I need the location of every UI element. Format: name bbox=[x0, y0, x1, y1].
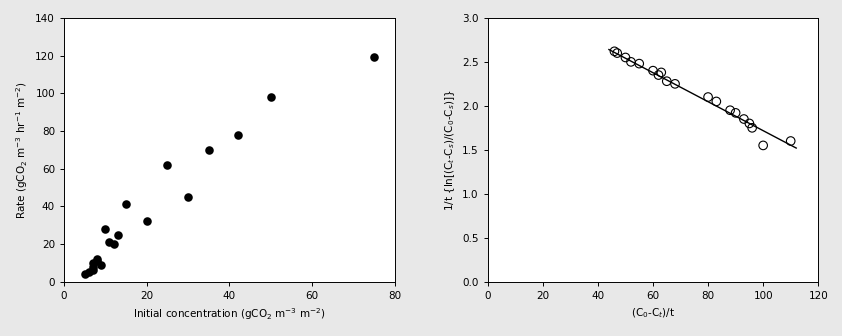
Point bbox=[86, 260, 99, 265]
Point bbox=[647, 68, 660, 73]
Point bbox=[202, 147, 216, 153]
Point bbox=[745, 125, 759, 130]
Point bbox=[784, 138, 797, 144]
Point bbox=[654, 70, 668, 75]
Point bbox=[619, 55, 632, 60]
Point bbox=[624, 59, 637, 65]
Point bbox=[632, 61, 646, 66]
Y-axis label: Rate (gCO$_2$ m$^{-3}$ hr$^{-1}$ m$^{-2}$): Rate (gCO$_2$ m$^{-3}$ hr$^{-1}$ m$^{-2}… bbox=[13, 81, 29, 219]
Point bbox=[111, 232, 125, 237]
Point bbox=[660, 79, 674, 84]
X-axis label: (C$_0$-C$_t$)/t: (C$_0$-C$_t$)/t bbox=[631, 306, 675, 320]
Point bbox=[729, 110, 743, 116]
Point bbox=[737, 116, 750, 122]
Point bbox=[743, 121, 756, 126]
Y-axis label: 1/t {ln[(C$_t$-C$_s$)/(C$_0$-C$_s$)]}: 1/t {ln[(C$_t$-C$_s$)/(C$_0$-C$_s$)]} bbox=[443, 89, 456, 211]
Point bbox=[161, 162, 174, 168]
Point bbox=[669, 81, 682, 87]
Point bbox=[701, 94, 715, 100]
Point bbox=[103, 240, 116, 245]
Point bbox=[86, 268, 99, 273]
Point bbox=[90, 258, 104, 264]
Point bbox=[652, 72, 665, 78]
Point bbox=[756, 143, 770, 148]
Point bbox=[86, 264, 99, 269]
Point bbox=[90, 256, 104, 262]
Point bbox=[140, 219, 153, 224]
Point bbox=[264, 94, 277, 100]
Point bbox=[181, 194, 195, 200]
Point bbox=[231, 132, 244, 137]
Point bbox=[82, 269, 95, 275]
Point bbox=[367, 55, 381, 60]
Point bbox=[608, 49, 621, 54]
Point bbox=[610, 50, 624, 56]
Point bbox=[99, 226, 112, 232]
Point bbox=[78, 271, 92, 277]
X-axis label: Initial concentration (gCO$_2$ m$^{-3}$ m$^{-2}$): Initial concentration (gCO$_2$ m$^{-3}$ … bbox=[133, 306, 326, 322]
Point bbox=[723, 108, 737, 113]
Point bbox=[710, 99, 723, 104]
Point bbox=[107, 241, 120, 247]
Point bbox=[94, 262, 108, 267]
Point bbox=[120, 202, 133, 207]
